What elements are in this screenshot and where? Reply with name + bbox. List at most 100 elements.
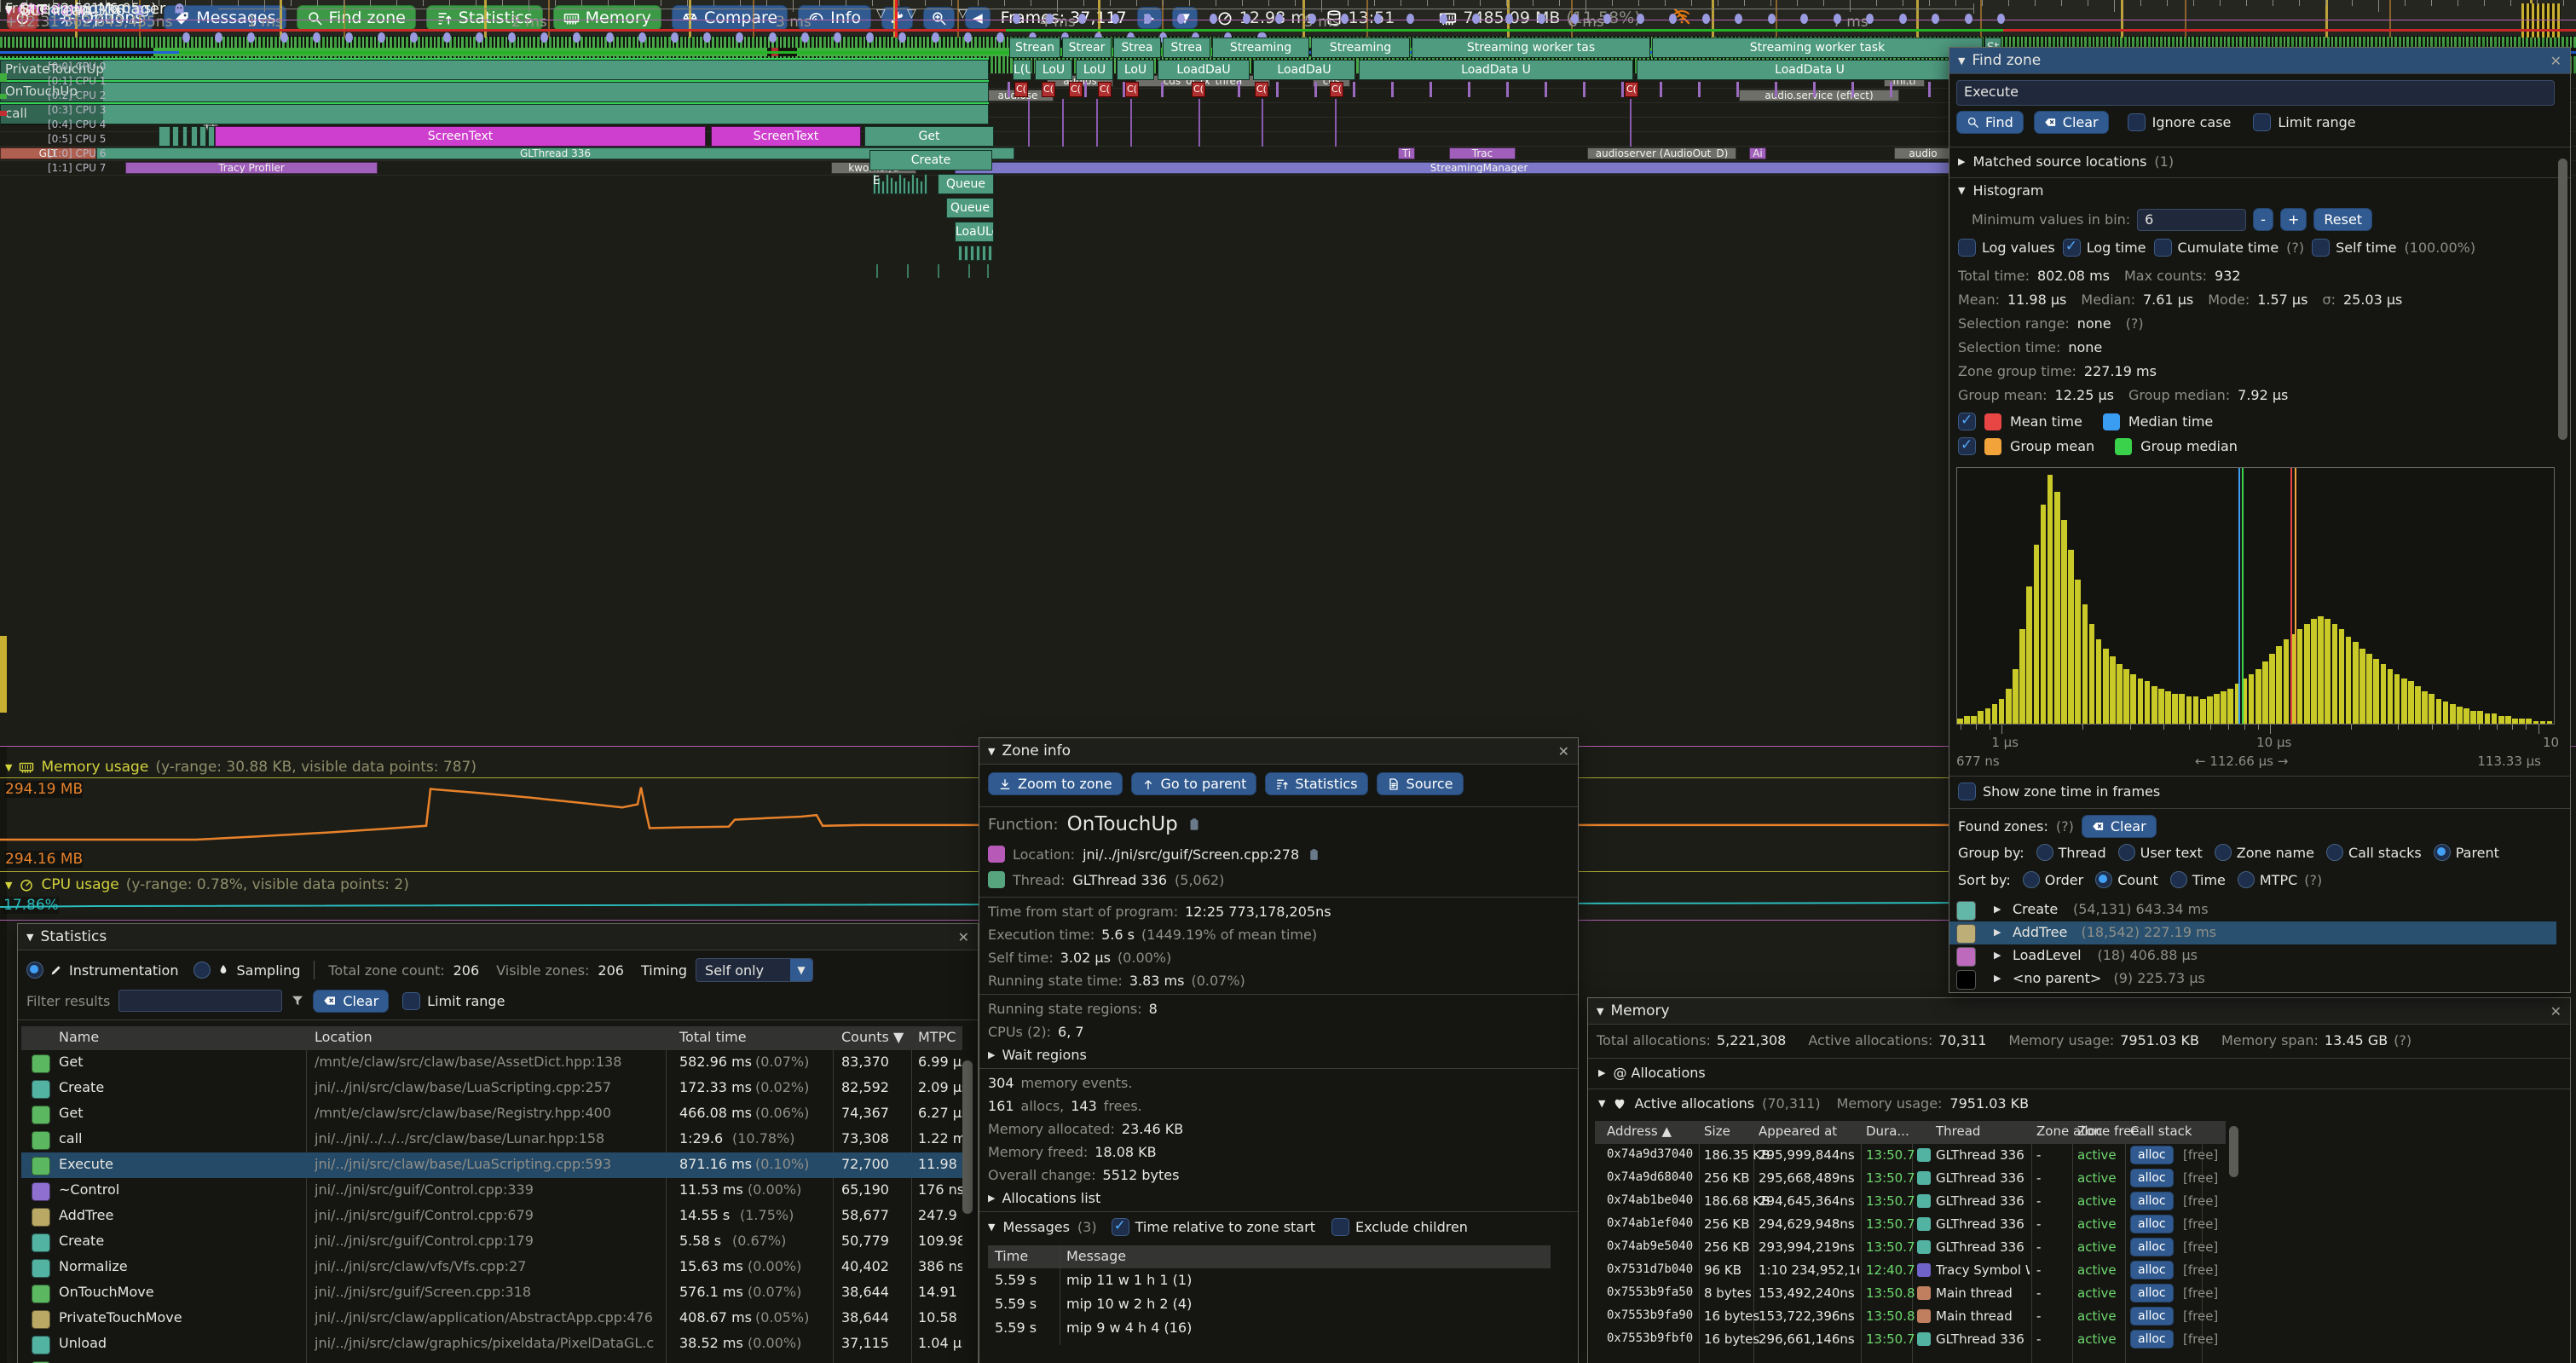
zone-bar-streaming[interactable]: LoU bbox=[1117, 60, 1154, 80]
sampling-radio[interactable]: Sampling bbox=[193, 962, 300, 979]
memory-scrollbar[interactable] bbox=[2229, 1126, 2238, 1177]
zone-bar-streaming[interactable]: Strear bbox=[1062, 38, 1112, 58]
alloc-button[interactable]: alloc bbox=[2130, 1192, 2174, 1210]
zone-bar-streaming[interactable]: Strea bbox=[1113, 38, 1161, 58]
stat-table-row[interactable]: OnTouchMovejni/../jni/src/guif/Screen.cp… bbox=[21, 1280, 962, 1306]
stat-table-row[interactable]: PrivateTouchMovejni/../jni/src/claw/appl… bbox=[21, 1306, 962, 1331]
radio-option-call-stacks[interactable]: Call stacks bbox=[2326, 844, 2422, 861]
zone-bar-c[interactable]: C( bbox=[1098, 82, 1112, 97]
zone-bar-small[interactable] bbox=[982, 245, 986, 261]
stat-table-row[interactable]: Executejni/../jni/src/claw/base/LuaScrip… bbox=[21, 1152, 962, 1178]
zone-bar-small[interactable] bbox=[920, 181, 923, 194]
radio-option-parent[interactable]: Parent bbox=[2434, 844, 2499, 861]
filter-input[interactable] bbox=[118, 990, 282, 1012]
matched-locations-header[interactable]: ▶Matched source locations(1) bbox=[1958, 153, 2174, 170]
log-time-checkbox[interactable]: Log time bbox=[2063, 239, 2146, 257]
zone-info-titlebar[interactable]: ▼Zone info✕ bbox=[979, 738, 1578, 765]
alloc-button[interactable]: alloc bbox=[2130, 1238, 2174, 1256]
memory-table-row[interactable]: 0x7553b9fbf016 bytes296,661,146ns13:50.7… bbox=[1595, 1328, 2226, 1351]
zone-bar-create[interactable]: Create bbox=[869, 150, 992, 170]
zone-bar-streaming[interactable]: Streaming worker tas bbox=[1412, 38, 1650, 58]
zone-bar-streaming[interactable]: LoadDaU bbox=[1158, 60, 1250, 80]
zone-bar-loauloiuploup[interactable]: LoaULoiUpLoUp bbox=[955, 222, 994, 242]
message-marker-icon[interactable]: ▽ bbox=[907, 7, 916, 20]
alloc-button[interactable]: alloc bbox=[2130, 1261, 2174, 1279]
radio-option-user-text[interactable]: User text bbox=[2118, 844, 2203, 861]
found-zone-row[interactable]: ▶Create(54,131) 643.34 ms bbox=[1949, 898, 2556, 921]
memory-table-row[interactable]: 0x74ab1be040186.68 KB294,645,364ns13:50.… bbox=[1595, 1190, 2226, 1213]
memory-table-row[interactable]: 0x74ab9e5040256 KB293,994,219ns13:50.7GL… bbox=[1595, 1236, 2226, 1259]
zone-bar-small[interactable] bbox=[886, 174, 889, 194]
zone-bar-small[interactable] bbox=[915, 177, 919, 194]
cpu-timeline-box[interactable]: Ti bbox=[1398, 147, 1415, 159]
alloc-button[interactable]: alloc bbox=[2130, 1169, 2174, 1187]
stat-table-row[interactable]: Normalizejni/../jni/src/claw/vfs/Vfs.cpp… bbox=[21, 1255, 962, 1280]
message-row[interactable]: 5.59 smip 10 w 2 h 2 (4) bbox=[988, 1293, 1551, 1317]
statistics-titlebar[interactable]: ▼Statistics✕ bbox=[18, 924, 978, 950]
zone-bar-c[interactable]: C( bbox=[1069, 82, 1083, 97]
find-zone-scrollbar[interactable] bbox=[2558, 159, 2567, 440]
message-row[interactable]: 5.59 smip 11 w 1 h 1 (1) bbox=[988, 1269, 1551, 1293]
stat-table-row[interactable]: calljni/../jni/../../../src/claw/base/Lu… bbox=[21, 1127, 962, 1152]
zone-bar-call[interactable]: call bbox=[0, 104, 989, 124]
cpu-timeline-box[interactable]: StreamingManager bbox=[955, 162, 2003, 174]
zone-bar-streaming[interactable]: Streaming bbox=[1212, 38, 1309, 58]
cpu-timeline-box[interactable]: Ai bbox=[1749, 147, 1766, 159]
radio-option-order[interactable]: Order bbox=[2023, 871, 2083, 888]
message-marker-icon[interactable]: ▽ bbox=[958, 7, 967, 20]
zone-bar-streaming[interactable]: Streaming worker task bbox=[1652, 38, 1983, 58]
zone-bar-screentext[interactable]: ScreenText bbox=[711, 126, 861, 147]
memory-table-row[interactable]: 0x74a9d37040186.35 KB295,999,844ns13:50.… bbox=[1595, 1144, 2226, 1167]
zone-bar-small[interactable] bbox=[890, 177, 893, 194]
checkbox-icon[interactable] bbox=[1958, 413, 1976, 430]
log-values-checkbox[interactable]: Log values bbox=[1958, 239, 2055, 257]
message-marker-icon[interactable]: ▽ bbox=[876, 7, 886, 20]
stat-table-row[interactable]: OnRedrawjni/../jni/src/claw/application/… bbox=[21, 1357, 962, 1363]
close-icon[interactable]: ✕ bbox=[2550, 53, 2562, 69]
free-link[interactable]: [free] bbox=[2183, 1216, 2218, 1232]
histogram-plot[interactable] bbox=[1956, 467, 2555, 725]
zone-bar-c[interactable]: C( bbox=[1330, 82, 1343, 97]
zone-bar-screentext[interactable]: ScreenText bbox=[215, 126, 706, 147]
expand-arrow-icon[interactable]: ▶ bbox=[1994, 927, 2001, 938]
zone-bar-small[interactable] bbox=[894, 181, 898, 194]
zone-bar-small[interactable] bbox=[881, 181, 885, 194]
radio-option-zone-name[interactable]: Zone name bbox=[2215, 844, 2314, 861]
statistics-scrollbar[interactable] bbox=[962, 1060, 973, 1214]
close-icon[interactable]: ✕ bbox=[1558, 743, 1569, 759]
active-allocations-header[interactable]: ▼Active allocations(70,311)Memory usage:… bbox=[1598, 1095, 2029, 1112]
zone-bar-small[interactable] bbox=[924, 174, 927, 194]
cpu-timeline-box[interactable]: audio.service (effect) bbox=[1739, 90, 1899, 101]
stat-table-row[interactable]: AddTreejni/../jni/src/guif/Control.cpp:6… bbox=[21, 1204, 962, 1229]
help-icon[interactable]: (?) bbox=[2056, 818, 2074, 835]
radio-option-count[interactable]: Count bbox=[2095, 871, 2158, 888]
collapse-arrow-icon[interactable]: ▼ bbox=[988, 1222, 995, 1233]
memory-table-row[interactable]: 0x74a9d68040256 KB295,668,489ns13:50.7GL… bbox=[1595, 1167, 2226, 1190]
free-link[interactable]: [free] bbox=[2183, 1285, 2218, 1301]
expand-arrow-icon[interactable]: ▶ bbox=[1994, 904, 2001, 915]
timing-dropdown[interactable]: Self only▼ bbox=[696, 958, 813, 982]
stat-table-row[interactable]: Createjni/../jni/src/guif/Control.cpp:17… bbox=[21, 1229, 962, 1255]
zone-bar-c[interactable]: C( bbox=[1042, 82, 1055, 97]
zone-bar-small[interactable] bbox=[208, 126, 215, 147]
zone-bar-privatetouchup[interactable]: PrivateTouchUp bbox=[0, 60, 989, 80]
cpu-timeline-box[interactable]: audioserver (AudioOut_D) bbox=[1587, 147, 1736, 159]
clear-filter-button[interactable]: Clear bbox=[313, 990, 389, 1013]
zone-bar-c[interactable]: C( bbox=[1125, 82, 1139, 97]
alloc-button[interactable]: alloc bbox=[2130, 1284, 2174, 1302]
zone-bar-small[interactable] bbox=[199, 126, 206, 147]
stat-table-row[interactable]: Get/mnt/e/claw/src/claw/base/Registry.hp… bbox=[21, 1101, 962, 1127]
zoom-to-zone-button[interactable]: Zoom to zone bbox=[988, 772, 1123, 795]
find-button[interactable]: Find bbox=[1956, 111, 2024, 134]
streaming-header[interactable]: ▼StreamingManager bbox=[5, 0, 187, 18]
zone-bar-small[interactable] bbox=[903, 177, 906, 194]
help-icon[interactable]: (?) bbox=[2394, 1032, 2411, 1048]
expand-arrow-icon[interactable]: ▶ bbox=[1994, 973, 2001, 984]
memory-table-row[interactable]: 0x74ab1ef040256 KB294,629,948ns13:50.7GL… bbox=[1595, 1213, 2226, 1236]
alloc-button[interactable]: alloc bbox=[2130, 1330, 2174, 1349]
zone-bar-queue[interactable]: Queue bbox=[938, 174, 994, 194]
memory-table-row[interactable]: 0x7553b9fa508 bytes153,492,240ns13:50.8M… bbox=[1595, 1282, 2226, 1305]
zone-bar-small[interactable] bbox=[911, 174, 915, 194]
free-link[interactable]: [free] bbox=[2183, 1170, 2218, 1186]
close-icon[interactable]: ✕ bbox=[958, 929, 969, 945]
